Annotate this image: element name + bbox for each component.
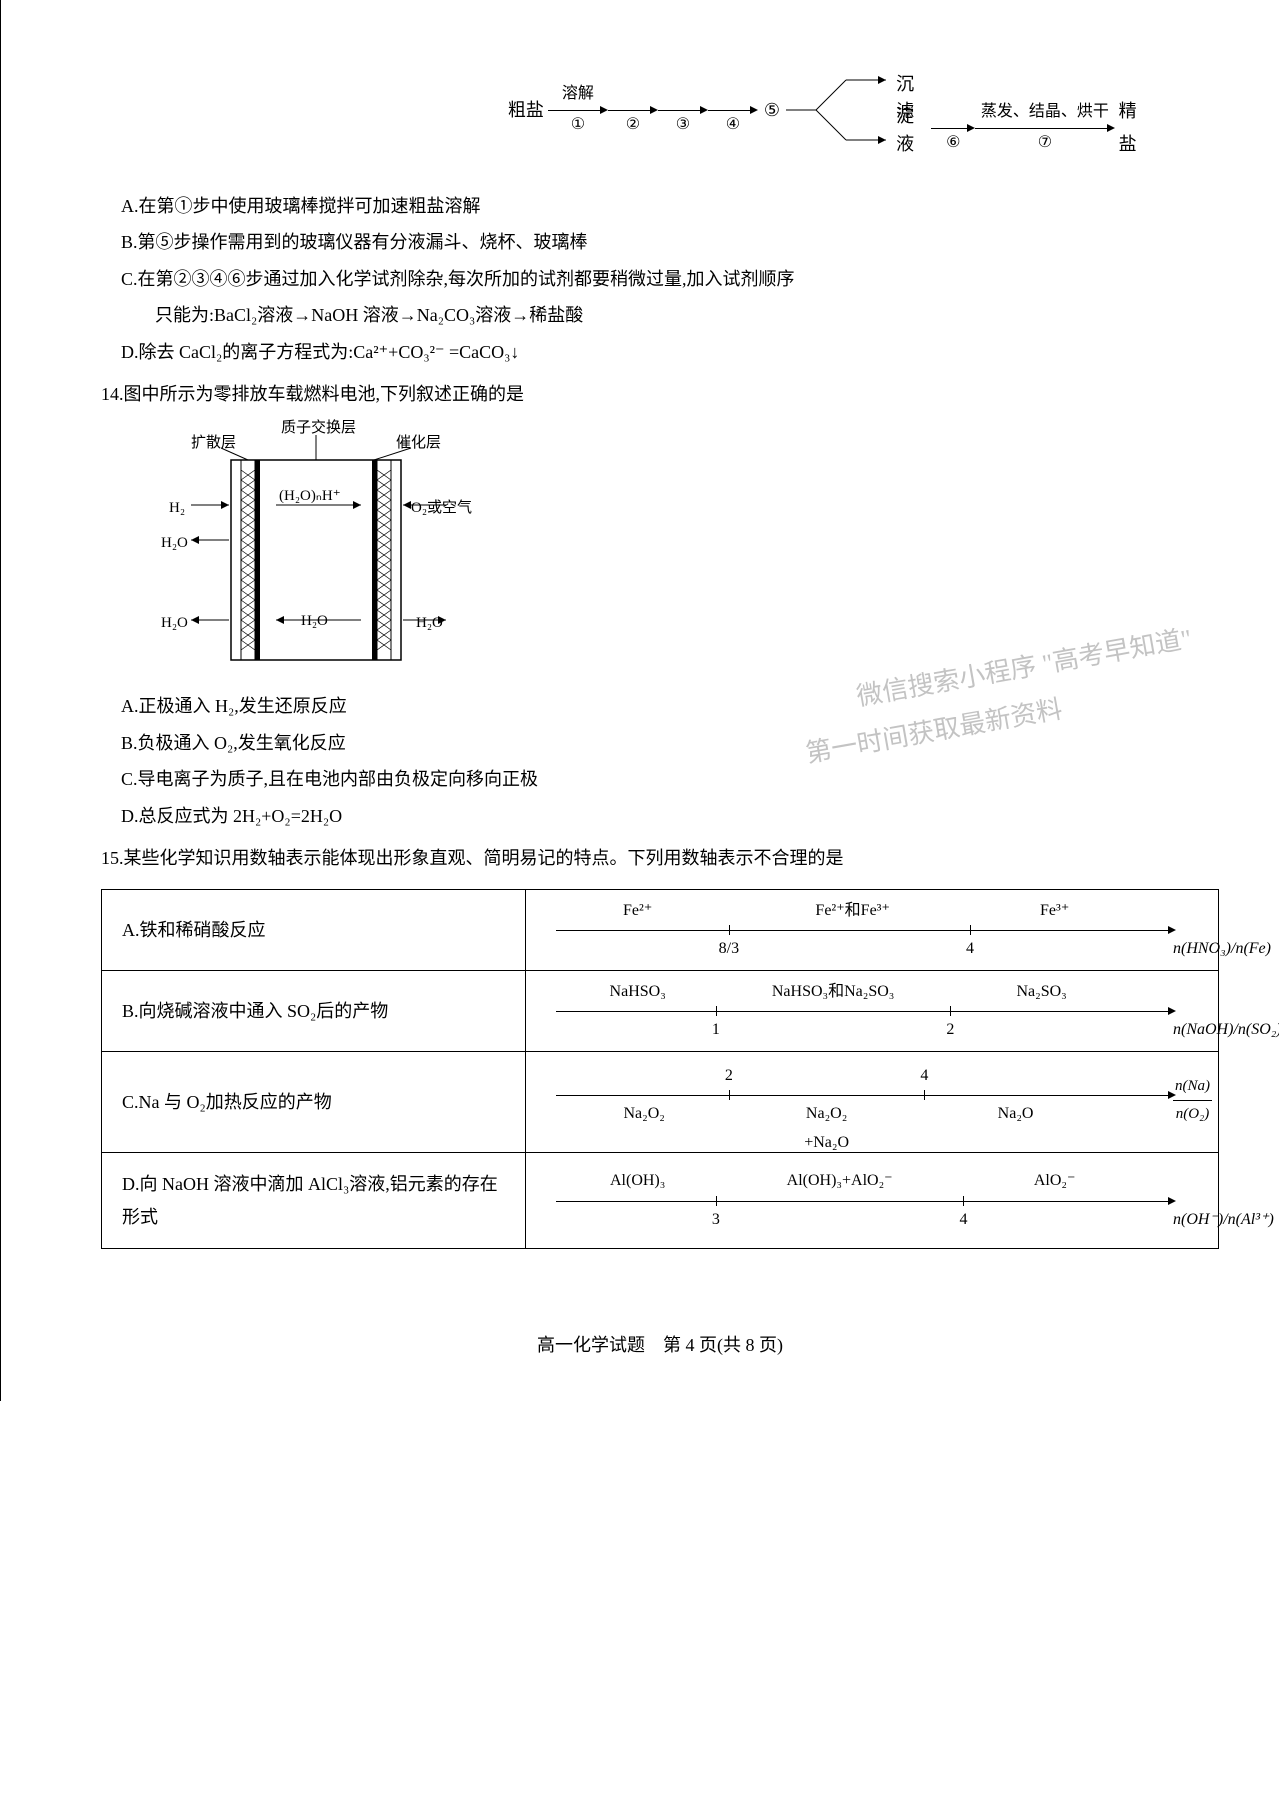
q13-option-c: C.在第②③④⑥步通过加入化学试剂除杂,每次所加的试剂都要稍微过量,加入试剂顺序: [121, 263, 1219, 295]
center-h2o: H₂O: [301, 608, 328, 635]
q14-option-c: C.导电离子为质子,且在电池内部由负极定向移向正极: [121, 763, 1219, 795]
axis-b: NaHSO₃ 1 NaHSO₃和Na₂SO₃ 2 Na₂SO₃ n(NaOH)/…: [546, 986, 1198, 1036]
salt-purification-flowchart: 粗盐 溶解 ① ② ③ ④ ⑤ 沉淀 滤液 ⑥ 蒸发、结晶、烘干: [181, 60, 1219, 160]
axis-a: Fe²⁺ 8/3 Fe²⁺和Fe³⁺ 4 Fe³⁺ n(HNO₃)/n(Fe): [546, 905, 1198, 955]
step-5-label: ⑤: [764, 94, 780, 126]
q14-option-d: D.总反应式为 2H₂+O₂=2H₂O: [121, 800, 1219, 832]
arrow-3: ③: [658, 100, 708, 120]
q13-option-a: A.在第①步中使用玻璃棒搅拌可加速粗盐溶解: [121, 190, 1219, 222]
table-row: D.向 NaOH 溶液中滴加 AlCl₃溶液,铝元素的存在形式 Al(OH)₃ …: [102, 1153, 1219, 1249]
center-label: (H₂O)ₙH⁺: [279, 483, 341, 510]
frac-na-o2: n(Na) n(O₂): [1173, 1073, 1212, 1128]
axis-d: Al(OH)₃ 3 Al(OH)₃+AlO₂⁻ 4 AlO₂⁻ n(OH⁻)/n…: [546, 1176, 1198, 1226]
q14-stem: 14.图中所示为零排放车载燃料电池,下列叙述正确的是: [101, 378, 1219, 410]
q13-option-b: B.第⑤步操作需用到的玻璃仪器有分液漏斗、烧杯、玻璃棒: [121, 226, 1219, 258]
h2o-left-2: H₂O: [161, 610, 188, 637]
table-row: A.铁和稀硝酸反应 Fe²⁺ 8/3 Fe²⁺和Fe³⁺ 4 Fe³⁺ n(HN…: [102, 890, 1219, 971]
table-row: C.Na 与 O₂加热反应的产物 2 Na₂O₂ 4 Na₂O₂ +Na₂O N…: [102, 1052, 1219, 1153]
flow-end: 精盐: [1119, 95, 1150, 160]
row-a-label: A.铁和稀硝酸反应: [102, 890, 526, 971]
q14-option-a: A.正极通入 H₂,发生还原反应: [121, 690, 1219, 722]
h2o-right: H₂O: [416, 610, 443, 637]
diffusion-label: 扩散层: [191, 430, 236, 457]
row-c-label: C.Na 与 O₂加热反应的产物: [102, 1052, 526, 1153]
q14-option-b: B.负极通入 O₂,发生氧化反应: [121, 727, 1219, 759]
q13-option-c2: 只能为:BaCl₂溶液→NaOH 溶液→Na₂CO₃溶液→稀盐酸: [155, 299, 1219, 331]
flow-start: 粗盐: [508, 94, 544, 126]
arrow-7: 蒸发、结晶、烘干 ⑦: [975, 118, 1115, 138]
arrow-4: ④: [708, 100, 758, 120]
branch-node: [786, 70, 896, 150]
q13-option-d: D.除去 CaCl₂的离子方程式为:Ca²⁺+CO₃²⁻ =CaCO₃↓: [121, 336, 1219, 368]
row-b-label: B.向烧碱溶液中通入 SO₂后的产物: [102, 971, 526, 1052]
fuel-cell-diagram: 扩散层 质子交换层 催化层 H₂ H₂O H₂O O₂或空气 H₂O (H₂O)…: [161, 420, 481, 680]
table-row: B.向烧碱溶液中通入 SO₂后的产物 NaHSO₃ 1 NaHSO₃和Na₂SO…: [102, 971, 1219, 1052]
h2o-left-1: H₂O: [161, 530, 188, 557]
arrow-2: ②: [608, 100, 658, 120]
proton-label: 质子交换层: [281, 415, 356, 442]
row-d-label: D.向 NaOH 溶液中滴加 AlCl₃溶液,铝元素的存在形式: [102, 1153, 526, 1249]
o2-label: O₂或空气: [411, 495, 472, 522]
arrow-6: ⑥: [931, 118, 975, 138]
branch-bottom-label: 滤液: [896, 95, 927, 160]
q15-stem: 15.某些化学知识用数轴表示能体现出形象直观、简明易记的特点。下列用数轴表示不合…: [101, 842, 1219, 874]
arrow-1: 溶解 ①: [548, 100, 608, 120]
h2-label: H₂: [169, 495, 185, 522]
q15-table: A.铁和稀硝酸反应 Fe²⁺ 8/3 Fe²⁺和Fe³⁺ 4 Fe³⁺ n(HN…: [101, 889, 1219, 1249]
axis-c: 2 Na₂O₂ 4 Na₂O₂ +Na₂O Na₂O n(Na) n(O₂): [546, 1067, 1198, 1137]
catalyst-label: 催化层: [396, 430, 441, 457]
page-footer: 高一化学试题 第 4 页(共 8 页): [101, 1329, 1219, 1361]
